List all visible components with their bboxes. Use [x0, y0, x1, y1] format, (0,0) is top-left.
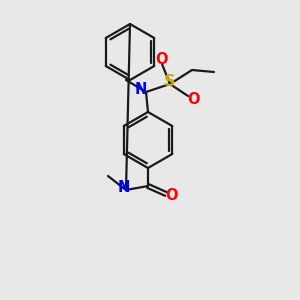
Text: S: S — [164, 74, 176, 88]
Text: O: O — [187, 92, 199, 106]
Text: O: O — [155, 52, 167, 67]
Text: O: O — [166, 188, 178, 203]
Text: N: N — [135, 82, 147, 97]
Text: N: N — [118, 181, 130, 196]
